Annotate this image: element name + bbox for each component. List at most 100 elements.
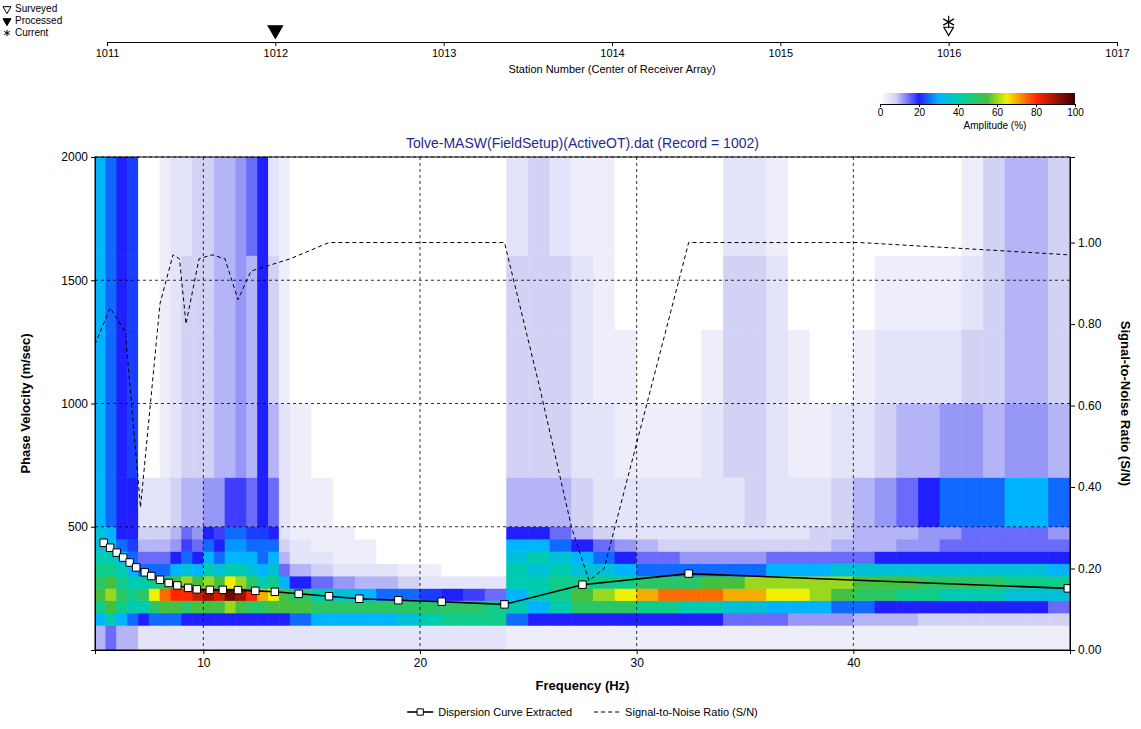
heatmap-cell: [355, 576, 377, 588]
heatmap-cell: [95, 404, 106, 478]
heatmap-cell: [875, 477, 897, 526]
heatmap-cell: [160, 613, 171, 625]
heatmap-cell: [236, 477, 247, 526]
heatmap-cell: [171, 477, 182, 526]
heatmap-cell: [680, 576, 702, 588]
heatmap-cell: [658, 601, 680, 613]
station-axis-line: [108, 43, 1118, 47]
heatmap-cell: [117, 613, 128, 625]
station-legend-symbol: [3, 19, 11, 26]
heatmap-cell: [398, 564, 420, 576]
heatmap-cell: [767, 551, 789, 563]
heatmap-cell: [593, 256, 615, 330]
heatmap-cell: [95, 625, 106, 650]
heatmap-cell: [680, 477, 702, 526]
heatmap-cell: [258, 601, 269, 613]
colorbar-axis-tick-label: 0: [878, 107, 884, 118]
legend-item: Signal-to-Noise Ratio (S/N): [594, 706, 758, 718]
heatmap-cell: [279, 157, 290, 256]
heatmap-cell: [279, 404, 290, 478]
heatmap-cell: [723, 613, 745, 625]
heatmap-cell: [333, 564, 355, 576]
heatmap-cell: [95, 157, 106, 256]
heatmap-cell: [702, 625, 724, 650]
heatmap-cell: [377, 330, 399, 404]
heatmap-cell: [149, 588, 160, 600]
series-layer: [95, 243, 1070, 609]
heatmap-cell: [160, 330, 171, 404]
heatmap-cell: [658, 330, 680, 404]
heatmap-cell: [962, 477, 984, 526]
heatmap-cell: [214, 613, 225, 625]
heatmap-cell: [290, 564, 312, 576]
heatmap-cell: [615, 601, 637, 613]
heatmap-cell: [680, 539, 702, 551]
heatmap-cell: [193, 157, 204, 256]
y2-axis-tick-label: 0.60: [1078, 399, 1102, 413]
heatmap-cell: [702, 613, 724, 625]
heatmap-cell: [1005, 256, 1027, 330]
heatmap-cell: [572, 625, 594, 650]
heatmap-cell: [117, 625, 128, 650]
heatmap-cell: [1005, 527, 1027, 539]
heatmap-cell: [853, 588, 875, 600]
heatmap-cell: [214, 527, 225, 539]
heatmap-cell: [810, 477, 832, 526]
heatmap-cell: [1027, 477, 1049, 526]
heatmap-cell: [193, 564, 204, 576]
heatmap-cell: [463, 576, 485, 588]
heatmap-cell: [95, 330, 106, 404]
heatmap-cell: [810, 588, 832, 600]
heatmap-cell: [528, 551, 550, 563]
heatmap-cell: [258, 404, 269, 478]
heatmap-cell: [593, 551, 615, 563]
heatmap-cell: [160, 404, 171, 478]
y2-axis-tick: 0.60: [1070, 399, 1102, 413]
heatmap-cell: [507, 404, 529, 478]
heatmap-cell: [106, 477, 117, 526]
heatmap-cell: [918, 256, 940, 330]
heatmap-cell: [138, 625, 149, 650]
heatmap-cell: [788, 157, 810, 256]
x-axis-tick-label: 10: [197, 656, 211, 670]
heatmap-cell: [290, 330, 312, 404]
heatmap-cell: [247, 613, 258, 625]
series-marker: [295, 590, 302, 597]
heatmap-cell: [258, 527, 269, 539]
heatmap-cell: [160, 625, 171, 650]
heatmap-cell: [398, 551, 420, 563]
heatmap-cell: [832, 330, 854, 404]
heatmap-cell: [312, 527, 334, 539]
heatmap-cell: [236, 551, 247, 563]
heatmap-cell: [355, 404, 377, 478]
heatmap-cell: [897, 404, 919, 478]
heatmap-cell: [442, 613, 464, 625]
heatmap-cell: [767, 613, 789, 625]
heatmap-cell: [897, 613, 919, 625]
heatmap-cell: [832, 539, 854, 551]
heatmap-cell: [745, 551, 767, 563]
heatmap-cell: [333, 551, 355, 563]
heatmap-cell: [832, 576, 854, 588]
heatmap-cell: [160, 157, 171, 256]
station-axis-tick: 1017: [1105, 42, 1129, 59]
series-marker: [219, 586, 226, 593]
heatmap-cell: [355, 564, 377, 576]
heatmap-cell: [550, 157, 572, 256]
heatmap-cell: [767, 539, 789, 551]
series-marker: [234, 586, 241, 593]
station-axis-tick-mark: [444, 42, 445, 46]
heatmap-cell: [312, 330, 334, 404]
legend-item: Dispersion Curve Extracted: [407, 706, 572, 718]
heatmap-cell: [138, 157, 149, 256]
heatmap-cell: [268, 601, 279, 613]
heatmap-cell: [160, 564, 171, 576]
heatmap-cell: [193, 330, 204, 404]
heatmap-cell: [962, 576, 984, 588]
heatmap-cell: [247, 539, 258, 551]
colorbar-axis-tick: 0: [878, 104, 884, 118]
station-axis-title: Station Number (Center of Receiver Array…: [508, 63, 715, 75]
heatmap-cell: [983, 477, 1005, 526]
heatmap-cell: [637, 477, 659, 526]
heatmap-cell: [247, 527, 258, 539]
